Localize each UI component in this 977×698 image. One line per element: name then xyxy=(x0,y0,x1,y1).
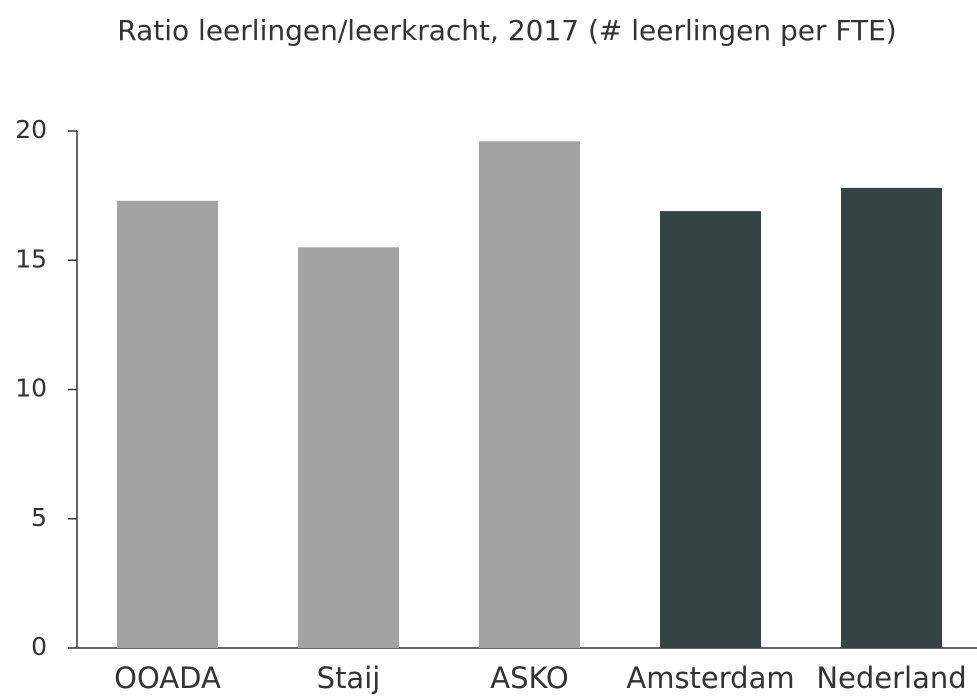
bar xyxy=(841,187,942,648)
y-tick-label: 0 xyxy=(31,632,47,661)
bar xyxy=(117,200,218,649)
bar xyxy=(298,247,399,648)
x-tick-label: OOADA xyxy=(114,661,221,695)
y-tick-label: 5 xyxy=(31,503,47,532)
x-tick-label: ASKO xyxy=(490,661,569,695)
x-tick-label: Staij xyxy=(317,661,381,695)
bar xyxy=(479,141,580,648)
y-tick-label: 15 xyxy=(15,244,47,273)
chart-title: Ratio leerlingen/leerkracht, 2017 (# lee… xyxy=(117,14,896,47)
y-tick-label: 10 xyxy=(15,374,47,403)
x-tick-label: Nederland xyxy=(816,661,966,695)
y-tick-label: 20 xyxy=(15,115,47,144)
bar xyxy=(660,211,761,648)
x-tick-label: Amsterdam xyxy=(626,661,794,695)
